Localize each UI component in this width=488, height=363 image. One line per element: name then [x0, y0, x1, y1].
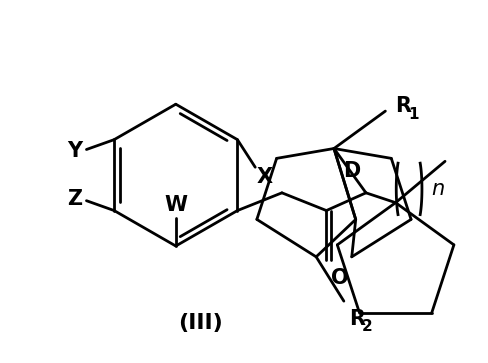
Text: R: R	[349, 309, 365, 329]
Text: X: X	[257, 167, 273, 187]
Text: 1: 1	[408, 107, 419, 122]
Text: n: n	[431, 179, 444, 199]
Text: W: W	[164, 195, 187, 215]
Text: O: O	[331, 268, 349, 287]
Text: (III): (III)	[178, 313, 223, 333]
Text: 2: 2	[362, 319, 372, 334]
Text: R: R	[395, 96, 411, 116]
Text: Y: Y	[67, 142, 82, 162]
Text: Z: Z	[67, 189, 82, 209]
Text: D: D	[344, 161, 361, 181]
